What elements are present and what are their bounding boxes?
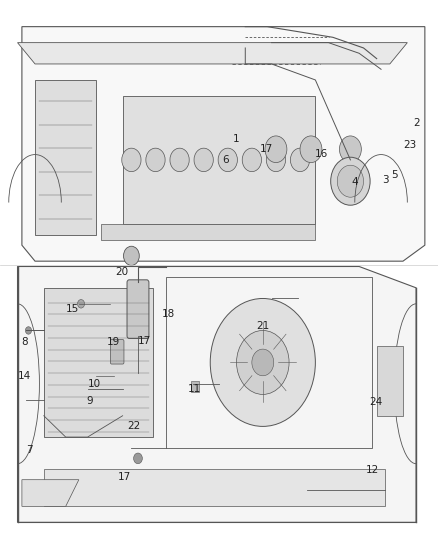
Text: 11: 11: [188, 384, 201, 394]
Circle shape: [265, 136, 287, 163]
Text: 5: 5: [391, 171, 398, 180]
Circle shape: [122, 148, 141, 172]
Circle shape: [134, 453, 142, 464]
Text: 21: 21: [256, 321, 269, 331]
FancyBboxPatch shape: [110, 340, 124, 364]
Polygon shape: [22, 480, 79, 506]
Circle shape: [237, 330, 289, 394]
Text: 24: 24: [369, 398, 382, 407]
Circle shape: [124, 246, 139, 265]
Text: 8: 8: [21, 337, 28, 347]
Text: 15: 15: [66, 304, 79, 314]
Polygon shape: [123, 96, 315, 224]
Circle shape: [25, 327, 32, 334]
Polygon shape: [18, 266, 416, 522]
Text: 20: 20: [115, 267, 128, 277]
Text: 9: 9: [86, 396, 93, 406]
Circle shape: [146, 148, 165, 172]
FancyBboxPatch shape: [127, 280, 149, 338]
Circle shape: [290, 148, 310, 172]
Text: 17: 17: [118, 472, 131, 482]
Circle shape: [242, 148, 261, 172]
Text: 14: 14: [18, 371, 31, 381]
Text: 17: 17: [260, 144, 273, 154]
Circle shape: [210, 298, 315, 426]
Polygon shape: [377, 346, 403, 416]
Circle shape: [218, 148, 237, 172]
Circle shape: [194, 148, 213, 172]
Text: 22: 22: [127, 422, 140, 431]
Circle shape: [300, 136, 322, 163]
Text: 2: 2: [413, 118, 420, 127]
Text: 3: 3: [382, 175, 389, 184]
Text: 19: 19: [106, 337, 120, 347]
Polygon shape: [44, 288, 153, 437]
Circle shape: [266, 148, 286, 172]
Polygon shape: [18, 43, 407, 64]
Circle shape: [78, 300, 85, 308]
Polygon shape: [35, 80, 96, 235]
Polygon shape: [101, 224, 315, 240]
FancyBboxPatch shape: [191, 381, 199, 392]
Text: 23: 23: [403, 140, 416, 150]
Text: 7: 7: [26, 446, 33, 455]
Circle shape: [170, 148, 189, 172]
Text: 12: 12: [366, 465, 379, 475]
Polygon shape: [44, 469, 385, 506]
Text: 1: 1: [233, 134, 240, 143]
Circle shape: [252, 349, 274, 376]
Text: 6: 6: [222, 155, 229, 165]
Circle shape: [339, 136, 361, 163]
Text: 16: 16: [315, 149, 328, 158]
Circle shape: [331, 157, 370, 205]
Text: 18: 18: [162, 310, 175, 319]
Polygon shape: [22, 27, 425, 261]
Text: 10: 10: [88, 379, 101, 389]
Circle shape: [337, 165, 364, 197]
Text: 4: 4: [351, 177, 358, 187]
Text: 17: 17: [138, 336, 151, 346]
